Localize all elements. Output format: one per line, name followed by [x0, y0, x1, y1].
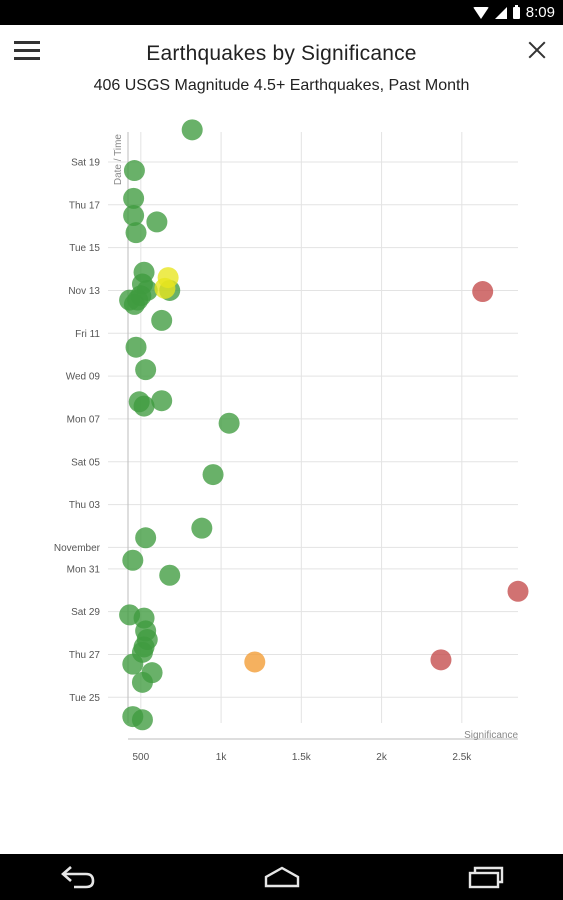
y-tick-label: Fri 11: [75, 329, 100, 340]
status-time: 8:09: [525, 4, 555, 21]
data-point: [133, 395, 155, 417]
battery-icon: [512, 4, 520, 19]
data-point: [146, 211, 168, 233]
data-point: [472, 281, 494, 303]
significance-scatter-chart: Tue 25 Thu 27 Sat 29 Mon 31 November Thu 03 Sa…: [54, 119, 529, 763]
y-tick-label: Tue 25: [69, 693, 100, 704]
x-tick-label: 1k: [216, 752, 228, 763]
recent-apps-button[interactable]: [466, 864, 506, 890]
data-point: [151, 309, 173, 331]
data-point: [123, 187, 145, 209]
y-tick-label: Tue 15: [69, 243, 100, 254]
data-point: [244, 651, 266, 673]
back-button[interactable]: [58, 864, 98, 890]
x-tick-label: 1.5k: [292, 752, 312, 763]
data-point: [154, 277, 176, 299]
close-icon[interactable]: [526, 39, 548, 61]
data-point: [159, 564, 181, 586]
x-tick-label: 2k: [376, 752, 388, 763]
page-title: Earthquakes by Significance: [146, 42, 417, 65]
navigation-bar: [0, 854, 563, 900]
y-axis-title: Date / Time: [113, 134, 124, 186]
menu-icon[interactable]: [14, 41, 42, 63]
x-tick-label: 2.5k: [452, 752, 472, 763]
app-header: Earthquakes by Significance 406 USGS Mag…: [0, 25, 563, 110]
data-point: [123, 205, 145, 227]
data-point: [135, 359, 157, 381]
data-point: [218, 412, 240, 434]
y-tick-label: Nov 13: [68, 286, 100, 297]
home-button[interactable]: [262, 864, 302, 890]
y-tick-label: Thu 03: [69, 500, 101, 511]
data-point: [123, 293, 145, 315]
data-point: [181, 119, 203, 141]
data-point: [507, 580, 529, 602]
data-point: [125, 222, 147, 244]
data-point: [151, 390, 173, 412]
y-tick-label: Mon 31: [67, 564, 101, 575]
y-tick-label: Sat 05: [71, 457, 100, 468]
data-point: [202, 464, 224, 486]
y-tick-label: Thu 17: [69, 200, 101, 211]
data-point: [123, 160, 145, 182]
y-tick-label: Thu 27: [69, 650, 101, 661]
wifi-icon: [472, 6, 489, 19]
data-point: [135, 527, 157, 549]
x-axis-title: Significance: [464, 730, 518, 741]
page-subtitle: 406 USGS Magnitude 4.5+ Earthquakes, Pas…: [93, 77, 470, 94]
data-point: [125, 336, 147, 358]
y-tick-label: November: [54, 543, 101, 554]
data-point: [122, 549, 144, 571]
status-bar: 8:09: [0, 0, 563, 25]
signal-icon: [494, 6, 507, 19]
data-point: [191, 517, 213, 539]
data-point: [122, 653, 144, 675]
y-tick-label: Wed 09: [66, 372, 101, 383]
y-tick-label: Sat 29: [71, 607, 100, 618]
data-point: [430, 649, 452, 671]
x-tick-label: 500: [132, 752, 149, 763]
data-point: [131, 709, 153, 731]
y-tick-label: Sat 19: [71, 157, 100, 168]
data-point: [131, 671, 153, 693]
y-tick-label: Mon 07: [67, 414, 101, 425]
